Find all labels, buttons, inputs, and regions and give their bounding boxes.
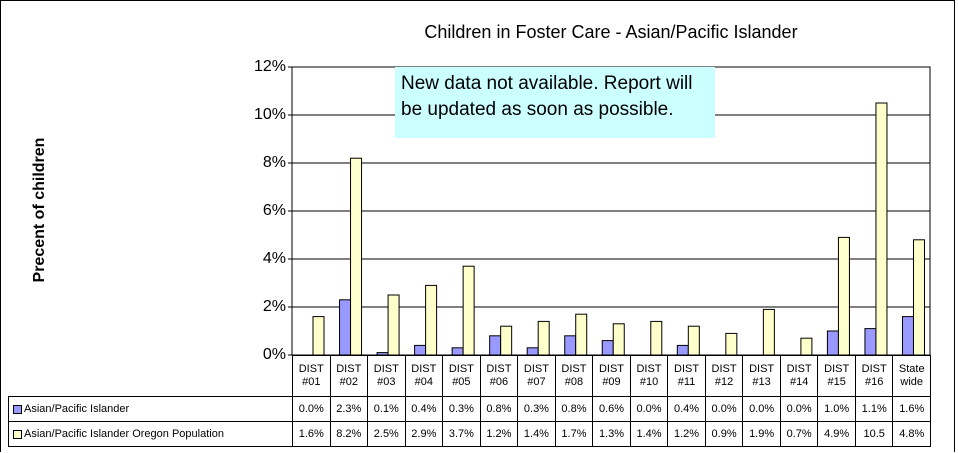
- y-tick-label: 10%: [254, 106, 286, 123]
- data-label: 0.1%: [367, 396, 406, 422]
- category-label: DIST #10: [629, 355, 669, 397]
- category-label: DIST #07: [517, 355, 556, 397]
- category-label: DIST #12: [704, 355, 744, 397]
- category-label: DIST #09: [592, 355, 631, 397]
- bar: [414, 344, 427, 356]
- category-label: DIST #16: [854, 355, 894, 397]
- bar: [762, 308, 775, 356]
- bar: [612, 323, 625, 356]
- category-label: DIST #03: [367, 355, 406, 397]
- bar: [650, 320, 663, 356]
- bar: [526, 347, 539, 356]
- data-label: 2.5%: [367, 421, 406, 447]
- data-label: 1.9%: [742, 421, 781, 447]
- category-label: DIST #05: [442, 355, 481, 397]
- data-label: 0.0%: [629, 396, 669, 422]
- y-tick-label: 6%: [263, 202, 286, 219]
- bar: [462, 265, 475, 356]
- bar: [350, 157, 363, 356]
- category-label: DIST #06: [479, 355, 519, 397]
- bar: [564, 335, 577, 356]
- y-tick-label: 8%: [263, 154, 286, 171]
- data-label: 1.4%: [517, 421, 556, 447]
- bar: [901, 316, 914, 356]
- bar: [800, 337, 813, 356]
- bar: [725, 332, 738, 356]
- bar: [537, 320, 550, 356]
- bar: [687, 325, 700, 356]
- bar: [489, 335, 502, 356]
- category-label: DIST #15: [817, 355, 856, 397]
- category-label: DIST #14: [779, 355, 819, 397]
- bar: [837, 236, 850, 356]
- y-tick-label: 12%: [254, 58, 286, 75]
- data-label: 1.6%: [292, 421, 331, 447]
- legend-swatch: [13, 404, 22, 414]
- category-label: DIST #08: [554, 355, 594, 397]
- data-label: 0.7%: [779, 421, 819, 447]
- bar: [676, 344, 689, 356]
- category-label: DIST #02: [329, 355, 369, 397]
- bar: [451, 347, 464, 356]
- legend-swatch: [13, 429, 22, 439]
- bar: [601, 340, 614, 356]
- y-tick-label: 0%: [263, 346, 286, 363]
- data-label: 1.2%: [667, 421, 706, 447]
- bar: [387, 294, 400, 356]
- y-axis-label: Precent of children: [31, 137, 48, 283]
- category-label: DIST #01: [292, 355, 331, 397]
- data-label: 1.4%: [629, 421, 669, 447]
- data-label: 3.7%: [442, 421, 481, 447]
- data-label: 2.3%: [329, 396, 369, 422]
- data-label: 1.1%: [854, 396, 894, 422]
- legend-label: Asian/Pacific Islander Oregon Population: [24, 427, 224, 440]
- data-label: 1.3%: [592, 421, 631, 447]
- bar: [912, 239, 925, 356]
- chart-title: Children in Foster Care - Asian/Pacific …: [424, 22, 798, 42]
- data-label: 0.4%: [404, 396, 444, 422]
- bar: [339, 299, 352, 356]
- data-label: 1.7%: [554, 421, 594, 447]
- data-label: 0.6%: [592, 396, 631, 422]
- data-label: 0.4%: [667, 396, 706, 422]
- data-label: 0.8%: [554, 396, 594, 422]
- data-label: 4.9%: [817, 421, 856, 447]
- bar: [864, 328, 877, 356]
- data-label: 0.0%: [742, 396, 781, 422]
- category-label: DIST #11: [667, 355, 706, 397]
- data-label: 1.0%: [817, 396, 856, 422]
- data-label: 1.6%: [892, 396, 931, 422]
- data-label: 0.0%: [779, 396, 819, 422]
- data-label: 4.8%: [892, 421, 931, 447]
- legend-entry: Asian/Pacific Islander Oregon Population: [8, 421, 293, 447]
- data-label: 8.2%: [329, 421, 369, 447]
- bar: [312, 316, 325, 356]
- bar: [500, 325, 513, 356]
- data-label: 0.3%: [442, 396, 481, 422]
- data-label: 0.0%: [292, 396, 331, 422]
- data-label: 1.2%: [479, 421, 519, 447]
- legend-entry: Asian/Pacific Islander: [8, 396, 293, 422]
- bar: [575, 313, 588, 356]
- data-label: 2.9%: [404, 421, 444, 447]
- y-tick-label: 2%: [263, 298, 286, 315]
- category-label: State wide: [892, 355, 931, 397]
- category-label: DIST #13: [742, 355, 781, 397]
- bar: [425, 284, 438, 356]
- annotation: New data not available. Report will be u…: [395, 67, 715, 138]
- bar: [826, 330, 839, 356]
- data-label: 0.0%: [704, 396, 744, 422]
- y-tick-label: 4%: [263, 250, 286, 267]
- bar: [875, 102, 888, 356]
- data-label: 0.3%: [517, 396, 556, 422]
- data-label: 0.9%: [704, 421, 744, 447]
- data-label: 0.8%: [479, 396, 519, 422]
- data-label: 10.5: [854, 421, 894, 447]
- category-label: DIST #04: [404, 355, 444, 397]
- legend-label: Asian/Pacific Islander: [24, 402, 130, 415]
